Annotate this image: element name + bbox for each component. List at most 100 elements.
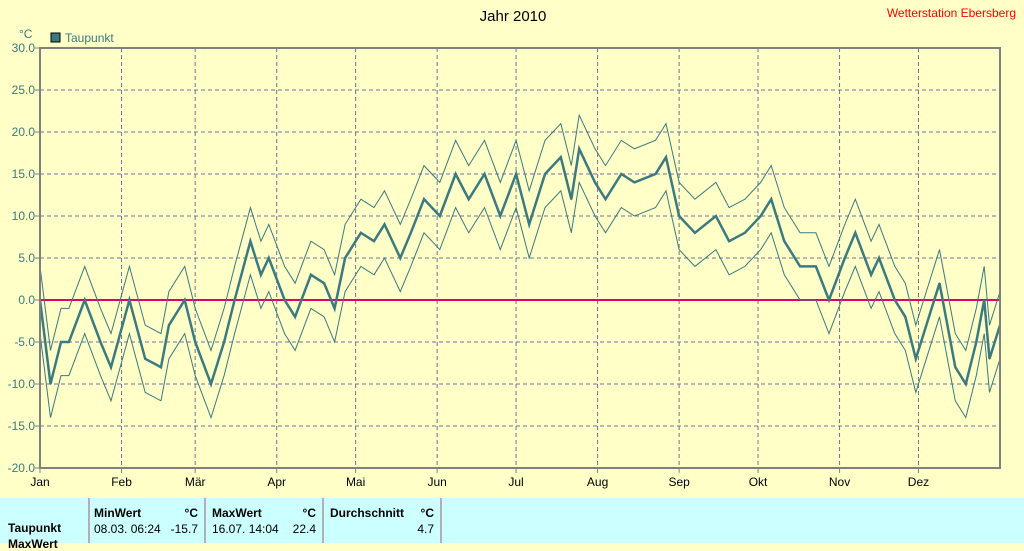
data-point — [783, 240, 786, 242]
month-label: Jul — [508, 475, 523, 489]
month-label: Feb — [111, 475, 132, 489]
y-tick-label: -20.0 — [8, 461, 36, 475]
row-label: Taupunkt — [8, 521, 62, 535]
data-point — [499, 215, 502, 217]
data-point — [922, 332, 925, 335]
data-point — [99, 341, 102, 343]
data-point — [744, 232, 746, 234]
data-point — [844, 257, 846, 259]
data-point — [399, 257, 402, 259]
y-tick-label: -5.0 — [14, 335, 35, 349]
month-label: Aug — [587, 475, 608, 489]
month-label: Mär — [185, 475, 206, 489]
data-point — [715, 215, 717, 217]
data-point — [249, 240, 252, 242]
avg-header: Durchschnitt — [330, 506, 405, 520]
data-point — [878, 257, 880, 259]
legend-swatch — [50, 32, 61, 43]
data-point — [210, 383, 212, 385]
data-point — [815, 265, 817, 268]
data-point — [938, 282, 941, 285]
station-name: Wetterstation Ebersberg — [887, 6, 1016, 20]
month-label: Jun — [427, 475, 446, 489]
y-tick-label: -15.0 — [8, 419, 36, 433]
max-header: MaxWert — [212, 506, 262, 520]
month-label: Apr — [267, 475, 286, 489]
y-tick-label: 0.0 — [18, 293, 35, 307]
data-point — [728, 240, 730, 242]
data-point — [904, 316, 907, 318]
data-point — [559, 156, 562, 158]
data-point — [360, 232, 362, 234]
data-point — [665, 156, 667, 158]
data-point — [160, 366, 162, 369]
data-point — [373, 240, 375, 242]
data-point — [633, 181, 636, 184]
row-label-col: Taupunkt MaxWert — [0, 498, 90, 551]
month-label: Jan — [30, 475, 49, 489]
data-point — [654, 173, 657, 175]
y-tick-label: 30.0 — [12, 41, 36, 55]
min-unit: °C — [184, 506, 198, 520]
legend-label: Taupunkt — [65, 31, 114, 45]
data-point — [83, 299, 86, 301]
data-point — [828, 299, 830, 301]
avg-unit: °C — [420, 506, 434, 520]
data-point — [128, 299, 131, 301]
data-point — [954, 366, 957, 369]
y-tick-label: 15.0 — [12, 167, 36, 181]
data-point — [544, 173, 546, 175]
data-point — [383, 223, 386, 226]
data-point — [423, 198, 425, 200]
max-date: 16.07. 14:04 — [212, 522, 279, 536]
data-point — [194, 341, 196, 343]
data-point — [965, 383, 967, 385]
data-point — [144, 358, 147, 360]
data-point — [799, 265, 801, 268]
next-row-label: MaxWert — [8, 537, 58, 551]
data-point — [283, 299, 286, 301]
data-point — [60, 341, 62, 343]
data-point — [604, 198, 607, 200]
data-point — [893, 299, 896, 301]
min-header: MinWert — [94, 506, 142, 520]
plot-frame — [39, 47, 1001, 469]
month-label: Nov — [829, 475, 850, 489]
max-value: 22.4 — [292, 522, 316, 536]
data-point — [68, 341, 70, 343]
data-point — [915, 358, 917, 360]
avg-value: 4.7 — [417, 522, 434, 536]
data-point — [983, 299, 986, 301]
data-point — [260, 274, 262, 276]
data-point — [183, 299, 186, 301]
month-label: Dez — [908, 475, 929, 489]
data-point — [988, 358, 991, 360]
data-point — [168, 324, 170, 327]
min-value: -15.7 — [170, 522, 198, 536]
data-point — [759, 215, 762, 217]
data-point — [770, 198, 772, 200]
data-point — [49, 383, 52, 385]
series-line-taupunkt — [38, 144, 1002, 388]
y-tick-label: 25.0 — [12, 83, 36, 97]
month-label: Sep — [668, 475, 690, 489]
data-point — [975, 341, 978, 343]
data-point — [694, 232, 696, 234]
max-unit: °C — [302, 506, 316, 520]
data-point — [578, 148, 580, 150]
data-point — [570, 198, 573, 200]
chart: Jahr 2010 Wetterstation Ebersberg °C Tau… — [8, 6, 1016, 489]
min-date: 08.03. 06:24 — [94, 522, 161, 536]
data-point — [515, 173, 517, 175]
month-label: Okt — [749, 475, 768, 489]
series-min-line — [39, 180, 1001, 420]
data-point — [678, 215, 680, 217]
data-point — [854, 232, 857, 234]
month-label: Mai — [346, 475, 365, 489]
data-point — [594, 181, 596, 184]
data-point — [410, 232, 412, 234]
data-point — [467, 198, 470, 200]
data-point — [110, 366, 112, 369]
data-point — [438, 215, 441, 217]
max-col: MaxWert °C 16.07. 14:04 22.4 — [206, 498, 324, 543]
